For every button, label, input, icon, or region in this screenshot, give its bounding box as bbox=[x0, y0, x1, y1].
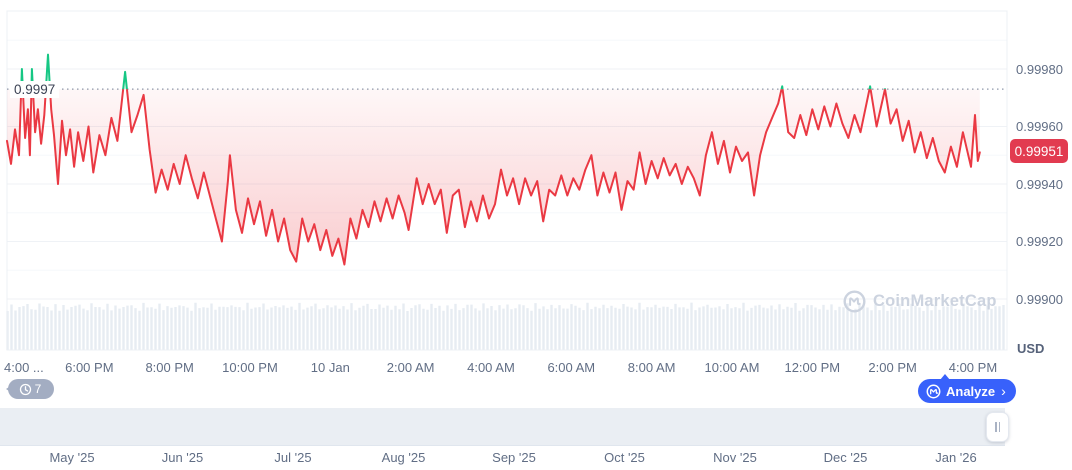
y-tick-label: 0.99920 bbox=[1016, 234, 1063, 249]
navigator-handle[interactable] bbox=[986, 412, 1009, 442]
analyze-label: Analyze bbox=[946, 383, 996, 399]
y-tick-label: 0.99940 bbox=[1016, 176, 1063, 192]
x-tick-label: 12:00 PM bbox=[784, 360, 841, 375]
month-tick-label: Oct '25 bbox=[604, 450, 645, 465]
usd-unit-label: USD bbox=[1017, 341, 1045, 356]
month-tick-label: Jan '26 bbox=[935, 450, 977, 465]
baseline-price-label: 0.9997 bbox=[10, 81, 60, 98]
x-tick-label: 2:00 AM bbox=[386, 360, 435, 375]
watermark-text: CoinMarketCap bbox=[873, 292, 997, 310]
x-tick-label: 10:00 PM bbox=[222, 360, 278, 375]
x-tick-label: 8:00 PM bbox=[145, 360, 194, 375]
chevron-right-icon: › bbox=[1001, 383, 1006, 399]
price-line-down bbox=[6, 89, 981, 266]
plot-border bbox=[6, 10, 1008, 351]
x-tick-label: 6:00 PM bbox=[65, 360, 114, 375]
month-tick-label: Nov '25 bbox=[713, 450, 757, 465]
area-below-baseline bbox=[7, 89, 980, 265]
x-tick-label: 10:00 AM bbox=[704, 360, 760, 375]
x-tick-label: 10 Jan bbox=[310, 360, 350, 375]
x-tick-label: 6:00 AM bbox=[547, 360, 596, 375]
coinmarketcap-logo-icon bbox=[926, 384, 941, 399]
y-tick-label: 0.99960 bbox=[1016, 119, 1063, 134]
coinmarketcap-watermark: CoinMarketCap bbox=[843, 290, 997, 313]
x-tick-label: 8:00 AM bbox=[627, 360, 676, 375]
coinmarketcap-logo-icon bbox=[843, 290, 866, 313]
x-tick-label: 2:00 PM bbox=[868, 360, 917, 375]
range-navigator[interactable] bbox=[0, 408, 1009, 446]
y-tick-label: 0.99980 bbox=[1016, 61, 1063, 77]
history-count-badge[interactable]: 7 bbox=[6, 379, 54, 399]
current-price-badge: 0.99951 bbox=[1010, 139, 1068, 163]
clock-history-icon bbox=[19, 383, 32, 396]
month-tick-label: Jul '25 bbox=[274, 450, 312, 465]
month-tick-label: May '25 bbox=[49, 450, 95, 465]
month-tick-label: Jun '25 bbox=[161, 450, 204, 465]
month-tick-label: Sep '25 bbox=[492, 450, 536, 465]
x-tick-label: 4:00 ... bbox=[4, 360, 44, 375]
x-tick-label: 4:00 PM bbox=[948, 360, 998, 375]
month-tick-label: Aug '25 bbox=[381, 450, 426, 465]
x-tick-label: 4:00 AM bbox=[467, 360, 515, 375]
analyze-button[interactable]: Analyze › bbox=[918, 374, 1016, 403]
y-tick-label: 0.99900 bbox=[1016, 291, 1063, 307]
history-count: 7 bbox=[34, 382, 42, 396]
month-tick-label: Dec '25 bbox=[823, 450, 868, 465]
